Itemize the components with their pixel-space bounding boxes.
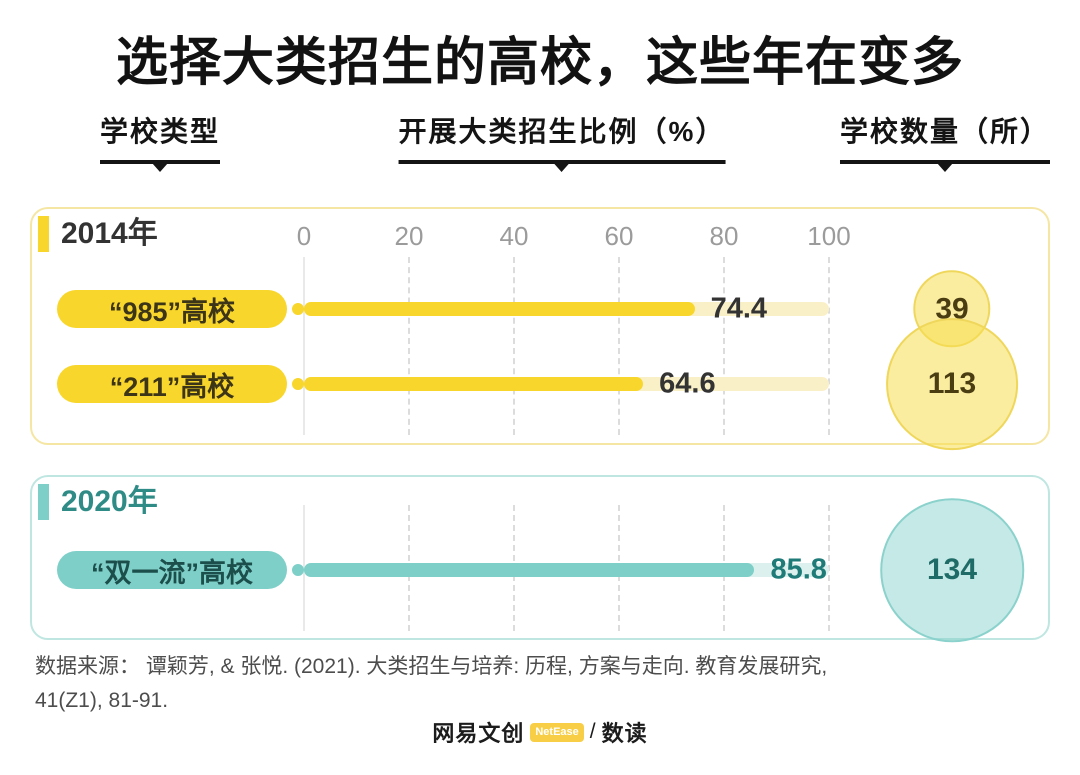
category-pill-211: “211”高校 bbox=[57, 365, 287, 403]
panel-2014: 2014年 0 20 40 60 80 100 “985”高校 74.4 “21… bbox=[30, 207, 1050, 450]
count-value: 113 bbox=[927, 367, 977, 400]
year-label-2020: 2020年 bbox=[38, 484, 168, 520]
footer-logo: 网易文创 NetEase / 数读 bbox=[0, 716, 1080, 748]
axis-tick-100: 100 bbox=[807, 221, 851, 251]
axis-tick-80: 80 bbox=[709, 221, 739, 251]
source-line-1: 数据来源： 谭颖芳, & 张悦. (2021). 大类招生与培养: 历程, 方案… bbox=[35, 655, 828, 678]
bar-track-985: 74.4 bbox=[292, 293, 829, 325]
year-label-2014: 2014年 bbox=[38, 216, 168, 252]
bar-fill bbox=[304, 377, 644, 391]
category-pill-985: “985”高校 bbox=[57, 290, 287, 328]
gridline bbox=[723, 257, 725, 435]
axis-tick-20: 20 bbox=[394, 221, 424, 251]
column-header-label: 开展大类招生比例（%） bbox=[398, 116, 726, 147]
bar-track-211: 64.6 bbox=[292, 368, 829, 400]
bar-fill bbox=[304, 302, 695, 316]
axis-tick-0: 0 bbox=[296, 221, 312, 251]
bar-value-985: 74.4 bbox=[710, 292, 768, 325]
category-pill-shuangyiliu: “双一流”高校 bbox=[57, 551, 287, 589]
bar-track-shuangyiliu: 85.8 bbox=[292, 554, 829, 586]
bar-start-ring-icon bbox=[292, 303, 304, 315]
gridline bbox=[618, 257, 620, 435]
gridline bbox=[828, 505, 830, 631]
bar-value-shuangyiliu: 85.8 bbox=[770, 553, 827, 586]
bar-row-985: “985”高校 74.4 bbox=[57, 290, 829, 328]
gridline bbox=[513, 257, 515, 435]
bar-start-ring-icon bbox=[292, 378, 304, 390]
brand-name: 网易文创 bbox=[432, 721, 525, 746]
gridline bbox=[408, 257, 410, 435]
data-source: 数据来源： 谭颖芳, & 张悦. (2021). 大类招生与培养: 历程, 方案… bbox=[35, 650, 1045, 717]
column-header-ratio: 开展大类招生比例（%） bbox=[398, 110, 726, 172]
footer-separator: / bbox=[589, 720, 596, 743]
bar-row-shuangyiliu: “双一流”高校 85.8 bbox=[57, 551, 829, 589]
column-header-school-type: 学校类型 bbox=[100, 110, 221, 172]
pointer-down-triangle-icon bbox=[152, 163, 168, 172]
bar-value-211: 64.6 bbox=[659, 367, 716, 400]
count-value: 134 bbox=[926, 553, 978, 586]
column-header-label: 学校数量（所） bbox=[839, 116, 1051, 147]
column-header-count: 学校数量（所） bbox=[839, 110, 1051, 172]
bar-row-211: “211”高校 64.6 bbox=[57, 365, 829, 403]
pointer-down-triangle-icon bbox=[554, 163, 570, 172]
axis-tick-40: 40 bbox=[499, 221, 529, 251]
panel-2020: 2020年 “双一流”高校 85.8 134 bbox=[30, 475, 1050, 642]
gridline bbox=[303, 257, 305, 435]
bar-fill bbox=[304, 563, 755, 577]
count-bubble-211: 113 bbox=[886, 318, 1018, 450]
gridline bbox=[828, 257, 830, 435]
bar-start-ring-icon bbox=[292, 564, 304, 576]
count-bubble-shuangyiliu: 134 bbox=[880, 498, 1024, 642]
pointer-down-triangle-icon bbox=[936, 163, 953, 172]
netease-badge: NetEase bbox=[530, 722, 584, 742]
page-title: 选择大类招生的高校，这些年在变多 bbox=[115, 34, 964, 92]
source-line-2: 41(Z1), 81-91. bbox=[35, 688, 169, 712]
product-name: 数读 bbox=[601, 721, 648, 746]
axis-tick-60: 60 bbox=[604, 221, 634, 251]
column-header-label: 学校类型 bbox=[100, 116, 221, 147]
